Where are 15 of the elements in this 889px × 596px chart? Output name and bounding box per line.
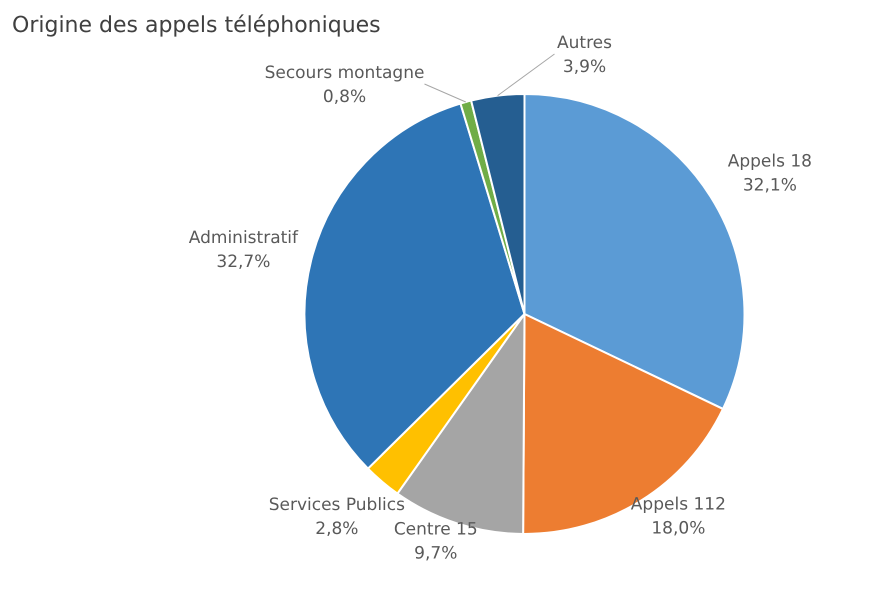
data-label: 2,8%: [315, 519, 358, 540]
slice-label: Appels 112: [630, 494, 726, 515]
slice-label: Autres: [556, 33, 612, 53]
data-label: 9,7%: [414, 544, 458, 564]
slice-label: Appels 18: [728, 152, 812, 172]
data-label: 0,8%: [322, 87, 366, 107]
slice-label: Services Publics: [268, 495, 406, 516]
slice-label: Secours montagne: [264, 63, 424, 83]
data-label: 3,9%: [562, 57, 606, 77]
data-label: 18,0%: [651, 518, 706, 539]
slice-label: Administratif: [188, 228, 299, 248]
chart-title: Origine des appels téléphoniques: [12, 13, 381, 38]
slice-label: Centre 15: [394, 520, 478, 540]
data-label: 32,1%: [742, 176, 797, 196]
data-label: 32,7%: [216, 252, 270, 272]
